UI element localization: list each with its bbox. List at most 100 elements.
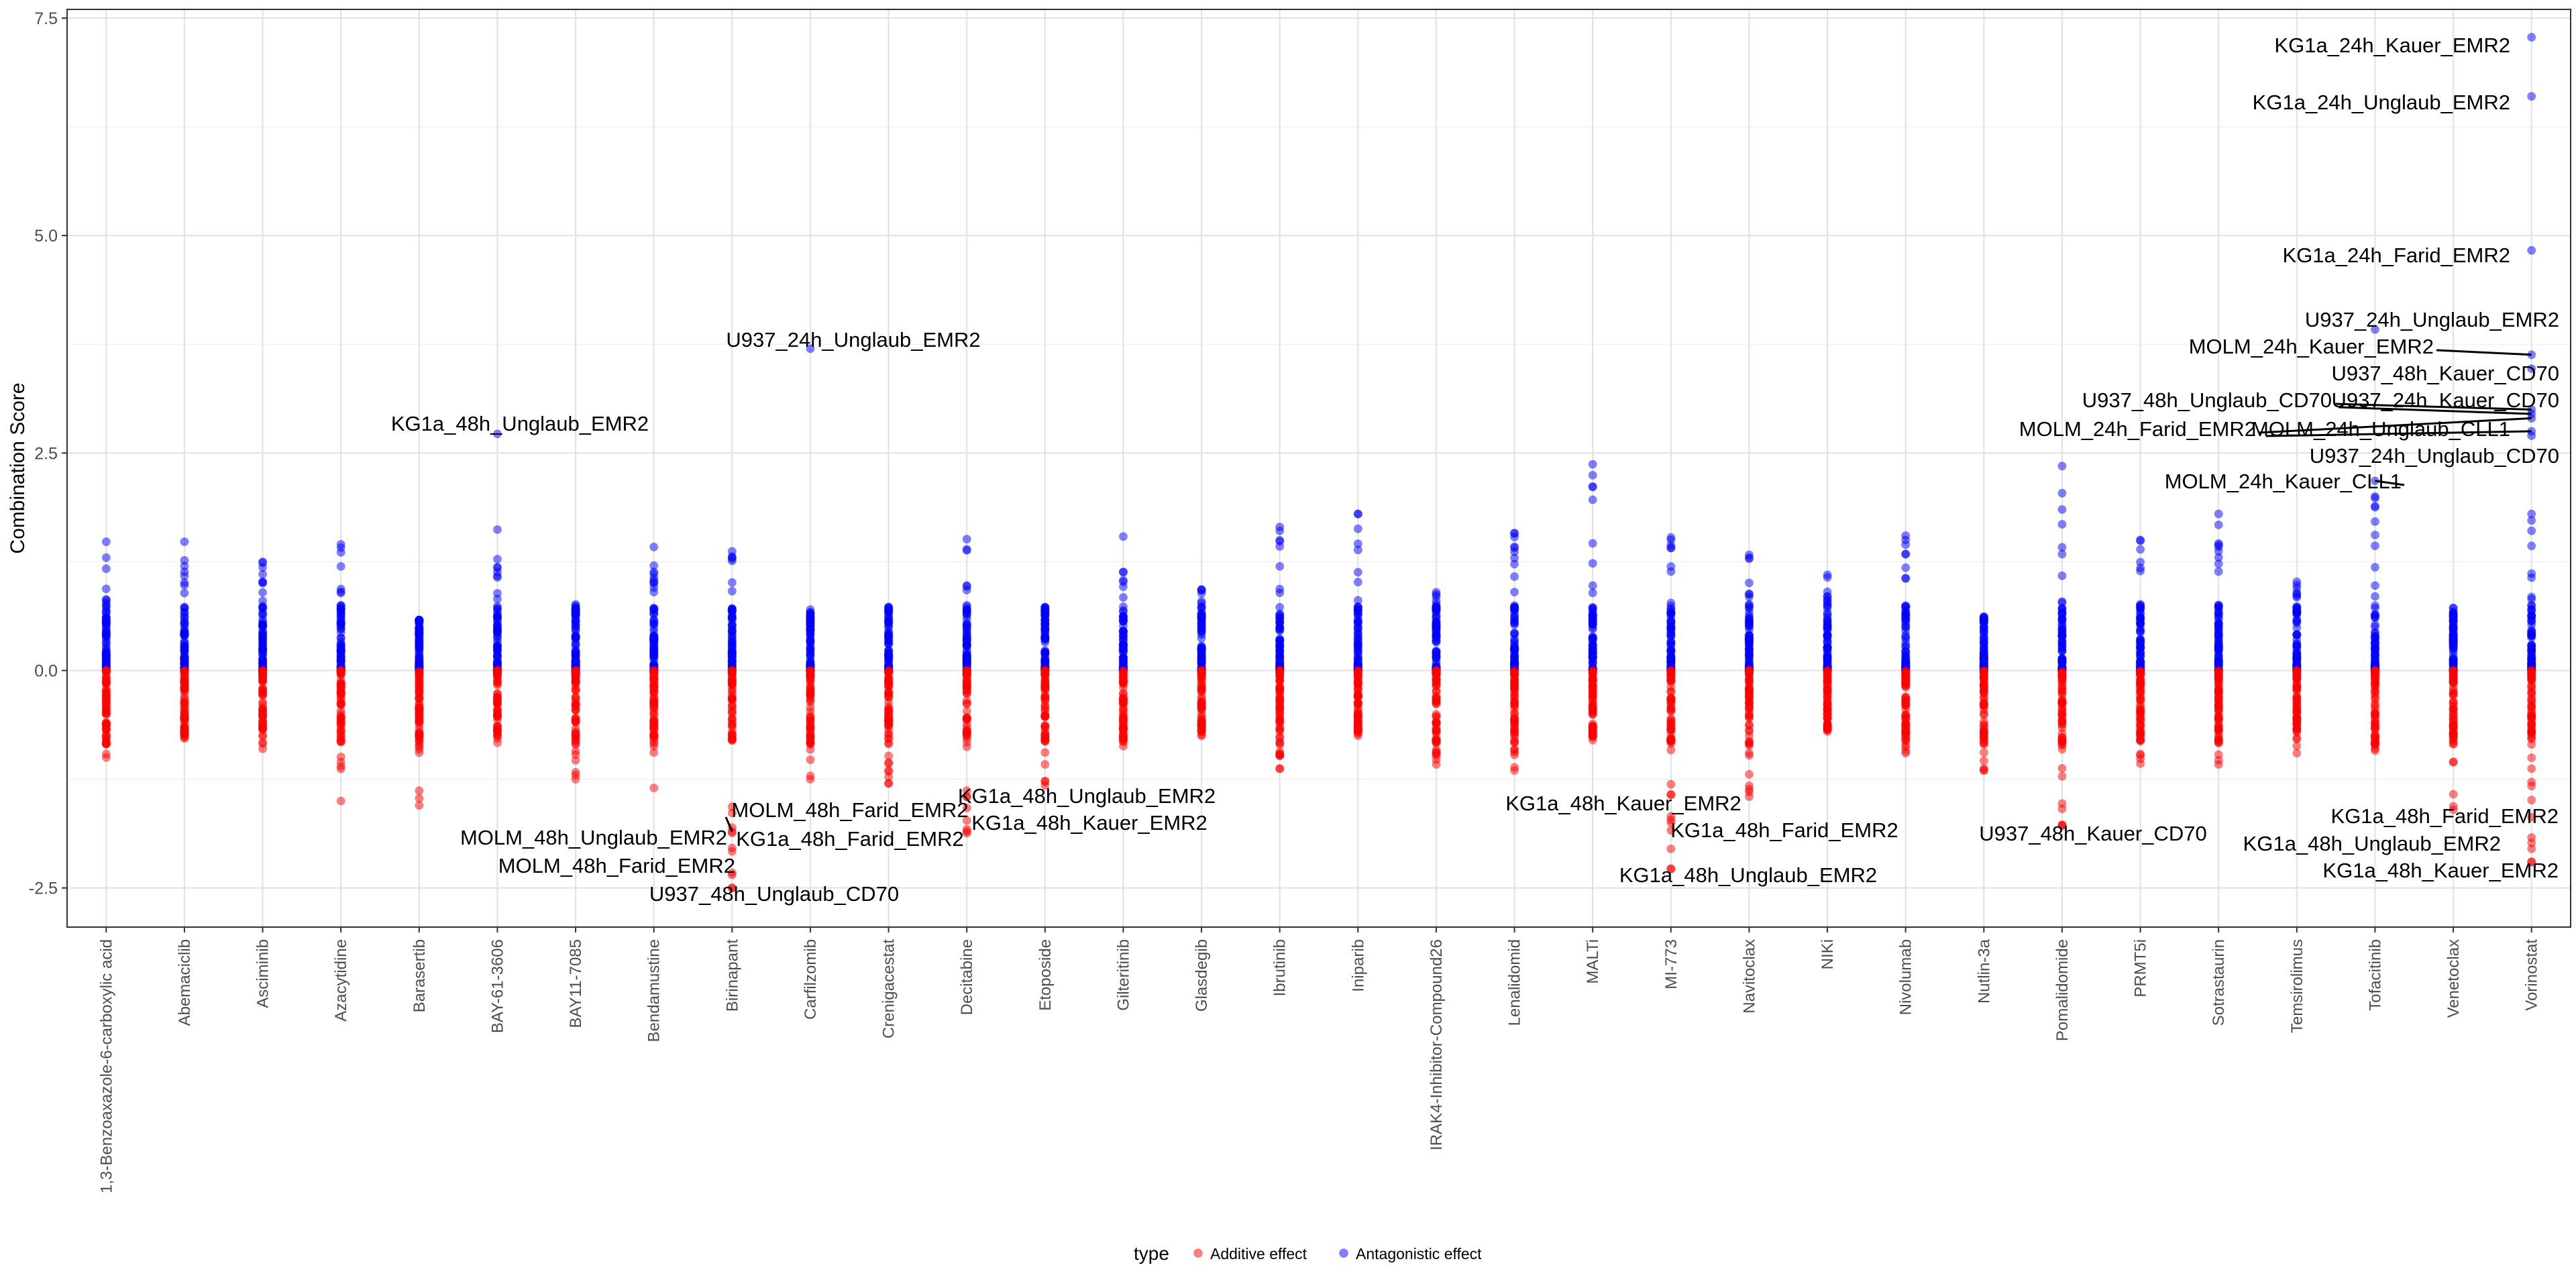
antagonistic-point <box>336 637 345 647</box>
antagonistic-point <box>101 649 111 658</box>
additive-point <box>1588 710 1597 719</box>
additive-point <box>962 742 971 751</box>
antagonistic-point <box>1823 610 1832 619</box>
additive-point <box>1118 680 1128 689</box>
antagonistic-point <box>2135 535 2145 545</box>
additive-point <box>1588 735 1597 745</box>
x-tick-label: BAY11-7085 <box>567 939 585 1028</box>
plot-panel-border <box>66 9 2571 928</box>
additive-point <box>806 676 815 686</box>
additive-point <box>101 710 111 719</box>
additive-point <box>2057 682 2067 692</box>
additive-point <box>1823 698 1832 707</box>
additive-point <box>180 711 189 721</box>
additive-point <box>1432 759 1441 769</box>
additive-point <box>492 665 502 676</box>
antagonistic-point <box>492 525 502 535</box>
additive-point <box>2214 725 2223 735</box>
x-tick-label: Glasdegib <box>1193 939 1211 1012</box>
antagonistic-point <box>962 651 971 661</box>
additive-point <box>571 755 580 765</box>
additive-point <box>1197 683 1206 693</box>
antagonistic-point <box>1197 608 1206 618</box>
additive-point <box>1509 676 1519 686</box>
antagonistic-point <box>1509 636 1519 646</box>
additive-point <box>1823 727 1832 736</box>
antagonistic-point <box>1432 599 1441 609</box>
antagonistic-point <box>492 658 502 668</box>
additive-point <box>101 699 111 709</box>
additive-point <box>2214 759 2223 769</box>
antagonistic-point <box>415 649 424 659</box>
antagonistic-point <box>1744 550 1754 559</box>
additive-point <box>1744 684 1754 694</box>
antagonistic-point <box>806 652 815 661</box>
antagonistic-point <box>1666 608 1676 618</box>
antagonistic-point <box>336 646 345 656</box>
additive-point <box>1197 731 1206 741</box>
antagonistic-point <box>2370 562 2380 572</box>
additive-point <box>1118 741 1128 751</box>
antagonistic-point <box>1353 568 1363 577</box>
additive-point <box>571 774 580 784</box>
antagonistic-point <box>336 625 345 634</box>
antagonistic-point <box>962 600 971 610</box>
antagonistic-point <box>806 617 815 627</box>
antagonistic-point <box>1979 612 1989 621</box>
antagonistic-point <box>2370 613 2380 623</box>
antagonistic-point <box>180 630 189 640</box>
additive-point <box>2292 733 2302 743</box>
antagonistic-point <box>1118 616 1128 626</box>
legend-key <box>1193 1248 1203 1258</box>
antagonistic-point <box>492 616 502 625</box>
y-axis-title: Combination Score <box>7 382 29 553</box>
additive-point <box>2526 731 2536 741</box>
x-tick-label: Nivolumab <box>1897 939 1915 1015</box>
antagonistic-point <box>1509 528 1519 538</box>
antagonistic-point <box>1588 539 1597 548</box>
x-tick-label: Iniparib <box>1349 939 1367 992</box>
additive-point <box>1275 696 1285 705</box>
annotation-label: U937_24h_Unglaub_CD70 <box>2310 444 2559 468</box>
additive-point <box>1666 780 1676 789</box>
additive-point <box>2057 716 2067 727</box>
additive-point <box>258 710 268 720</box>
antagonistic-point <box>1979 638 1989 648</box>
antagonistic-point <box>2449 653 2458 663</box>
y-tick-label: 7.5 <box>34 9 58 28</box>
additive-point <box>2526 712 2536 722</box>
x-tick-label: MALTi <box>1584 939 1602 984</box>
x-tick-label: Tofacitinib <box>2366 939 2384 1011</box>
antagonistic-point <box>1588 559 1597 568</box>
antagonistic-point <box>2526 573 2536 582</box>
additive-point <box>415 704 424 713</box>
antagonistic-point <box>1509 628 1519 638</box>
additive-point <box>1197 714 1206 724</box>
annotation-label: KG1a_48h_Farid_EMR2 <box>1670 818 1898 842</box>
additive-point <box>1588 666 1597 676</box>
antagonistic-point <box>1275 522 1285 532</box>
antagonistic-point <box>492 588 502 598</box>
antagonistic-point <box>806 643 815 652</box>
antagonistic-point <box>727 547 737 556</box>
antagonistic-point <box>2214 509 2223 519</box>
additive-point <box>883 779 894 788</box>
x-tick-label: Nutlin-3a <box>1975 938 1993 1004</box>
antagonistic-point <box>2214 652 2223 662</box>
highlight-point <box>727 826 737 837</box>
antagonistic-point <box>2370 581 2380 590</box>
antagonistic-point <box>1118 653 1128 663</box>
antagonistic-point <box>1275 648 1285 657</box>
legend-key <box>1339 1248 1348 1258</box>
additive-point <box>1823 687 1832 696</box>
additive-point <box>1040 780 1050 790</box>
antagonistic-point <box>258 627 268 637</box>
additive-point <box>1900 714 1911 724</box>
additive-point <box>1118 716 1128 727</box>
legend-label: Antagonistic effect <box>1356 1245 1482 1263</box>
x-tick-label: Barasertib <box>411 939 429 1012</box>
additive-point <box>1979 699 1989 709</box>
antagonistic-point <box>2057 504 2067 515</box>
additive-point <box>2449 666 2458 676</box>
additive-point <box>1118 669 1128 680</box>
